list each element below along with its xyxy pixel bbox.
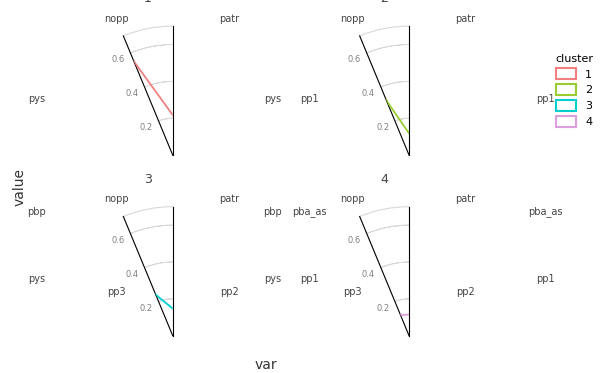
Title: 3: 3: [144, 173, 152, 186]
Text: var: var: [255, 358, 278, 372]
Text: value: value: [12, 167, 26, 206]
Legend: 1, 2, 3, 4: 1, 2, 3, 4: [552, 50, 597, 131]
Title: 4: 4: [381, 173, 388, 186]
Title: 2: 2: [381, 0, 388, 6]
Title: 1: 1: [144, 0, 152, 6]
